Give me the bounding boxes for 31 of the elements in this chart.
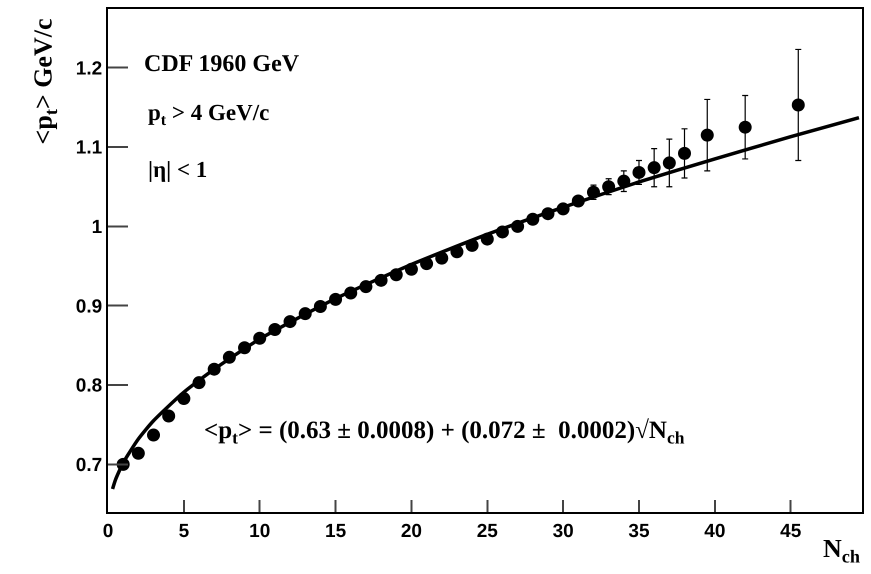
point: [678, 146, 691, 160]
x-axis-title: N$_{ch}$: [823, 534, 860, 566]
point: [632, 166, 646, 179]
x-tick-label: 35: [628, 520, 650, 542]
y-tick-label: 0.9: [76, 296, 102, 318]
x-tick-label: 45: [780, 520, 802, 542]
x-tick-label: 10: [249, 520, 270, 542]
point: [648, 161, 661, 174]
x-tick-label: 5: [178, 520, 190, 542]
point: [738, 120, 752, 134]
annotation: |η| < 1: [148, 157, 208, 182]
y-tick-label: 0.8: [76, 376, 102, 397]
y-tick-label: 1.2: [76, 58, 102, 80]
point: [162, 410, 176, 422]
x-tick-label: 20: [400, 520, 422, 542]
x-tick-label: 40: [704, 520, 726, 542]
y-tick-label: 1.1: [76, 138, 103, 159]
point: [792, 98, 805, 112]
x-tick-label: 0: [102, 520, 114, 542]
annotation: p$_{t}$ > 4 GeV/c: [148, 100, 270, 129]
x-tick-label: 30: [552, 520, 574, 542]
x-tick-label: 25: [476, 520, 498, 542]
y-tick-label: 1: [92, 217, 103, 238]
point: [147, 428, 160, 442]
y-tick-label: 0.7: [76, 455, 102, 476]
annotation: <p$_{t}$> = (0.63 ± 0.0008) + (0.072 ± 0.0002)√N$_{ch}$: [204, 417, 685, 448]
point: [662, 156, 676, 170]
annotation: CDF 1960 GeV: [144, 51, 300, 77]
point: [132, 446, 145, 460]
x-tick-label: 15: [325, 520, 347, 542]
point: [700, 128, 714, 142]
